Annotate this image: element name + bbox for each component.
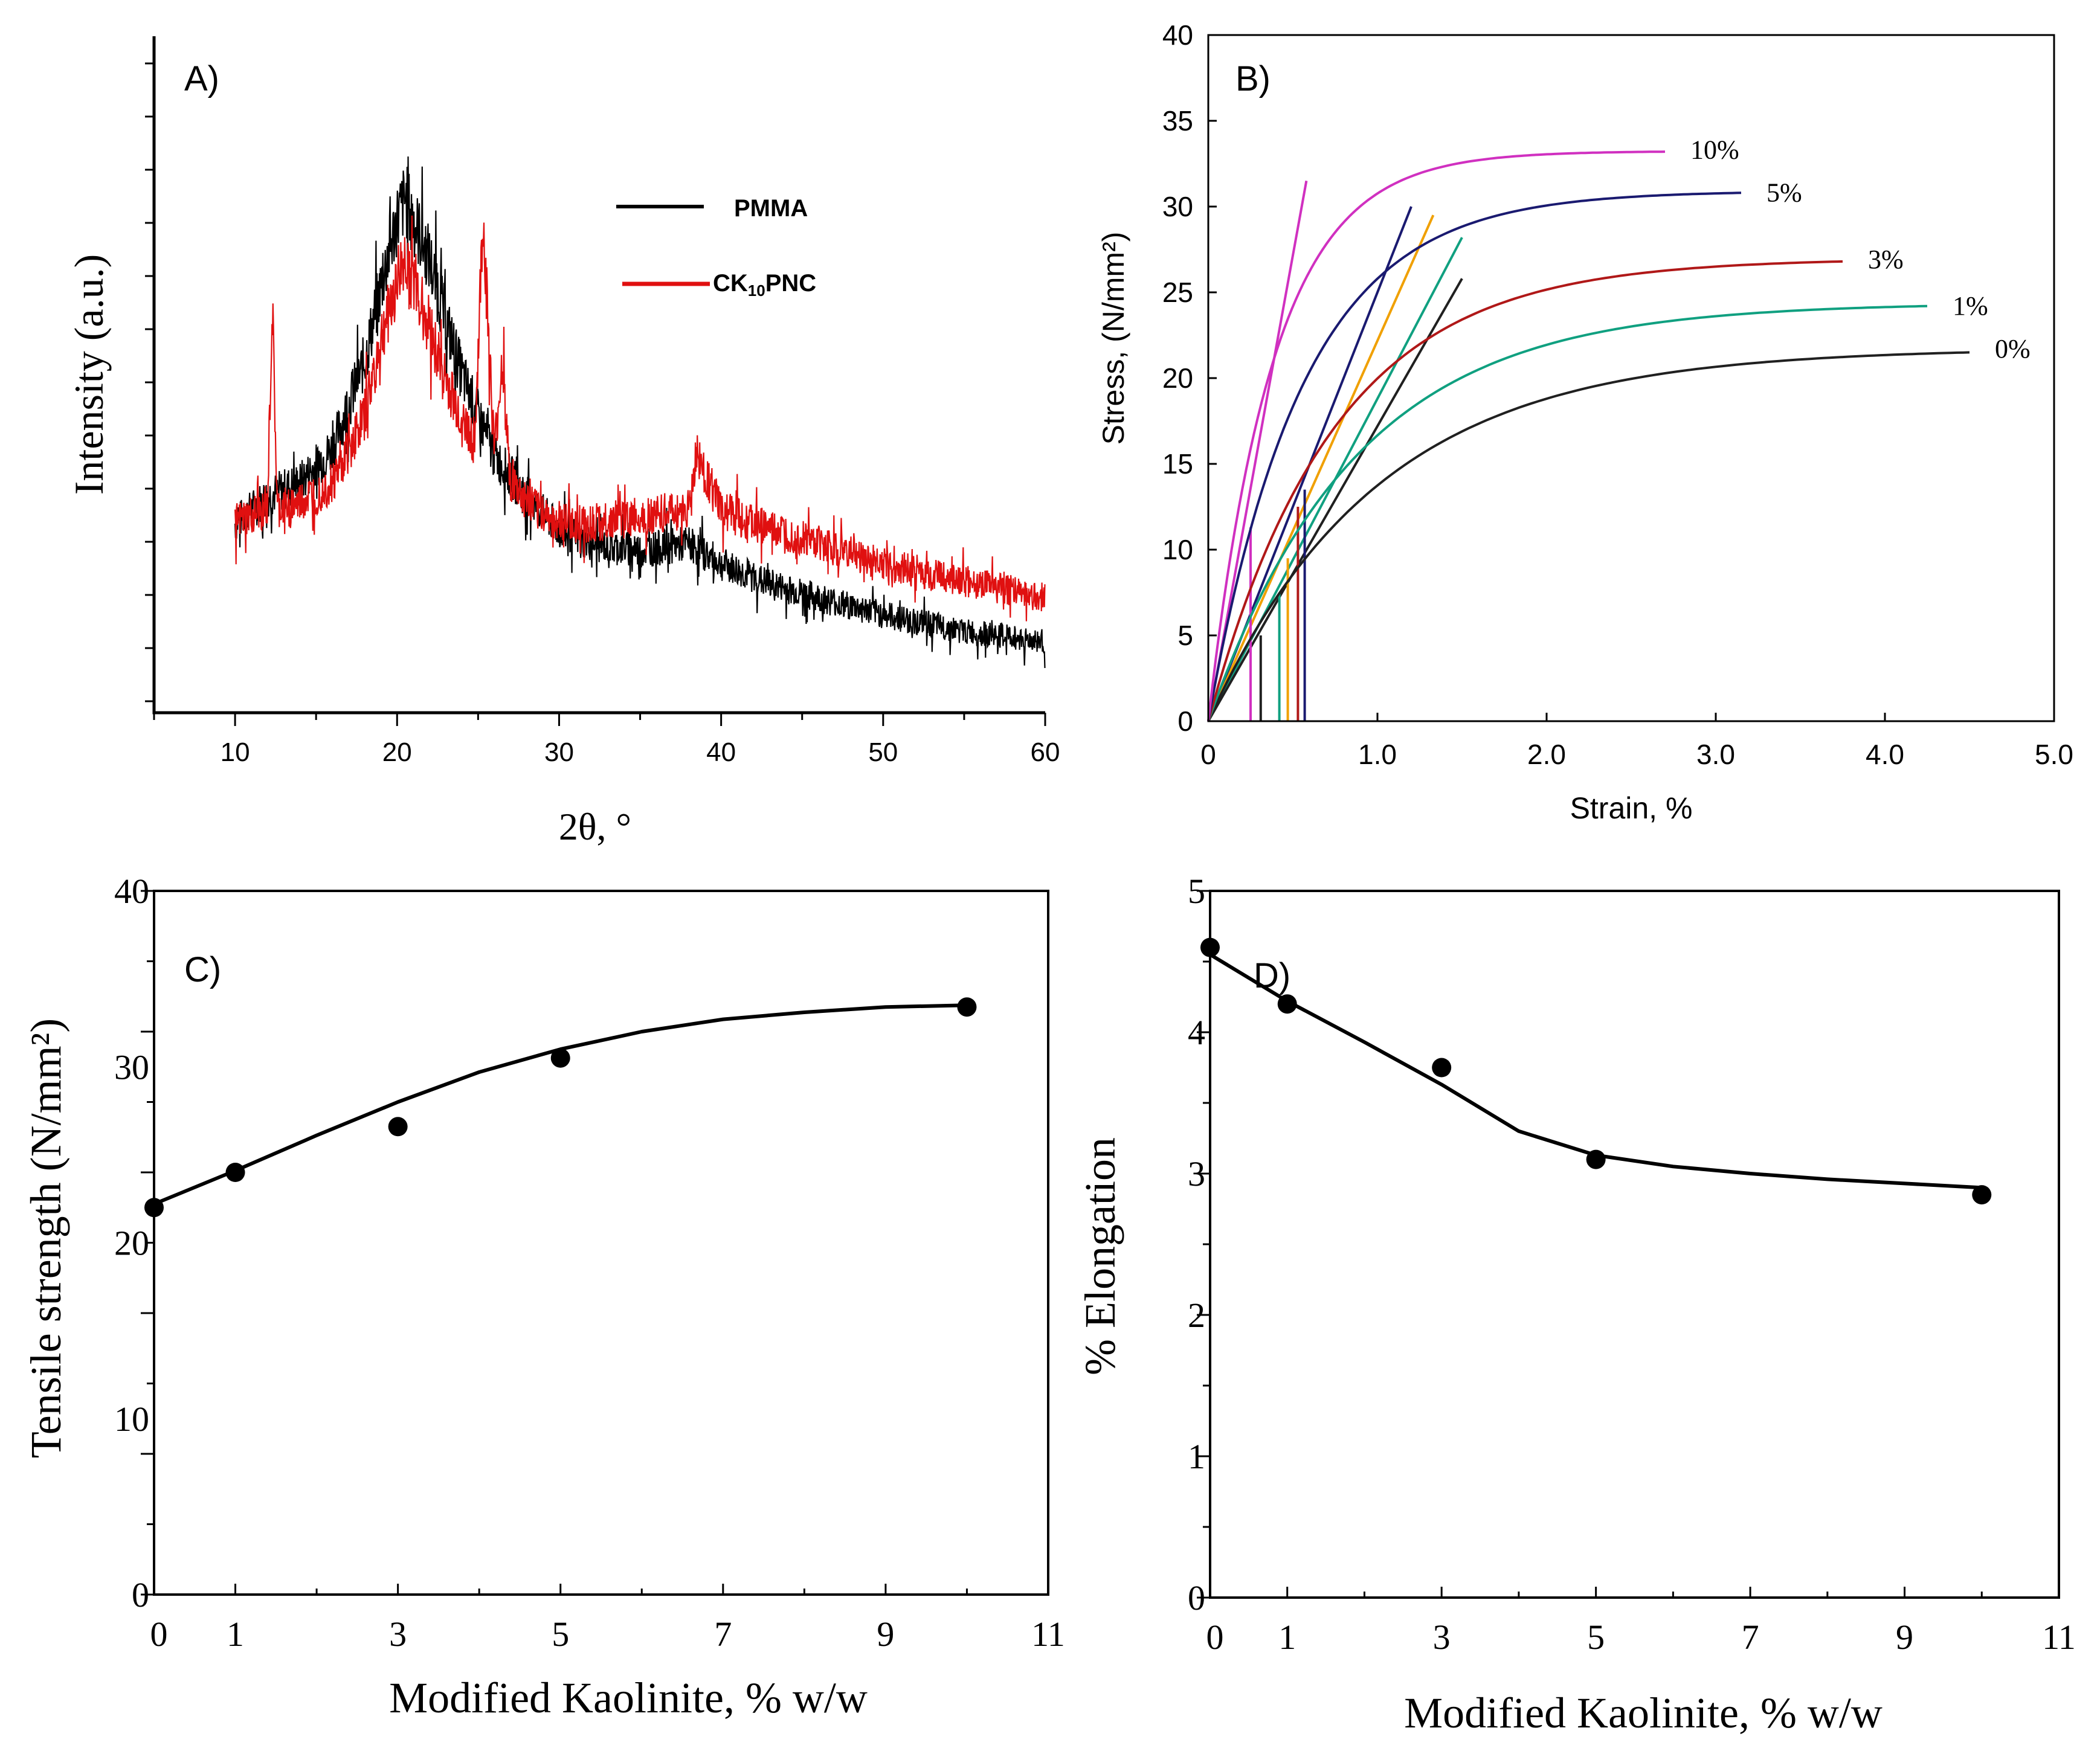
a-x-tick-label: 10	[221, 737, 250, 767]
c-y-tick-label: 30	[114, 1047, 149, 1087]
c-x-axis-label: Modified Kaolinite, % w/w	[389, 1674, 868, 1722]
a-legend: PMMA CK10PNC	[616, 195, 816, 300]
c-ticks: 0 1 3 5 7 9 11 0 10 20 30 40	[114, 872, 1065, 1654]
b-y-tick-label: 25	[1162, 277, 1193, 308]
b-x-axis-label: Strain, %	[1570, 791, 1693, 825]
a-panel-label: A)	[184, 59, 219, 98]
b-panel-label: B)	[1235, 59, 1271, 98]
c-series-layer	[144, 997, 977, 1218]
d-y-tick-label: 0	[1188, 1578, 1205, 1618]
b-x-tick-label: 5.0	[2035, 739, 2073, 770]
c-x-tick-label: 3	[389, 1614, 407, 1654]
b-y-tick-label: 5	[1177, 620, 1193, 651]
b-y-tick-label: 35	[1162, 105, 1193, 137]
a-legend-label-pmma: PMMA	[734, 195, 808, 222]
a-ticks: 10 20 30 40 50 60	[145, 62, 1060, 767]
d-x-tick-label: 3	[1433, 1618, 1451, 1657]
b-y-tick-label: 30	[1162, 191, 1193, 222]
b-curve-label-5pct: 5%	[1767, 178, 1802, 207]
panel-b: 0%1% 3% 5% 10% 0 1.0 2.0 3.0 4.0 5.0 0 5 10 15 20 25 30…	[1097, 19, 2073, 825]
b-y-tick-label: 40	[1162, 19, 1193, 51]
b-x-tick-label: 1.0	[1358, 739, 1397, 770]
b-elastic-line-2	[1207, 214, 1435, 722]
a-legend-label-pnc: CK10PNC	[713, 270, 816, 300]
c-x-tick-label: 1	[227, 1614, 244, 1654]
b-y-axis-label: Stress, (N/mm²)	[1097, 232, 1130, 445]
c-y-tick-label: 20	[114, 1224, 149, 1263]
c-panel-label: C)	[184, 950, 221, 989]
d-data-point	[1586, 1149, 1606, 1169]
c-x-tick-label: 9	[877, 1614, 894, 1654]
d-x-tick-label: 11	[2042, 1618, 2076, 1657]
d-x-tick-label: 7	[1742, 1618, 1759, 1657]
b-y-tick-label: 0	[1177, 705, 1193, 737]
d-panel-label: D)	[1254, 956, 1290, 995]
b-curve-5pct	[1207, 191, 1742, 722]
c-data-point	[957, 997, 977, 1017]
c-x-tick-label: 7	[714, 1614, 732, 1654]
panel-a: 10 20 30 40 50 60 A) 2θ, ° Intensity (a.u.) P…	[66, 36, 1060, 848]
a-series-pmma	[234, 156, 1046, 669]
b-x-tick-label: 2.0	[1527, 739, 1566, 770]
b-x-tick-label: 0	[1200, 739, 1216, 770]
a-x-tick-label: 40	[706, 737, 736, 767]
d-y-tick-label: 4	[1188, 1013, 1205, 1052]
a-x-tick-label: 20	[382, 737, 412, 767]
b-y-tick-label: 15	[1162, 448, 1193, 480]
b-curve-10pct	[1207, 150, 1666, 722]
d-y-tick-label: 2	[1188, 1296, 1205, 1335]
b-x-tick-label: 4.0	[1866, 739, 1904, 770]
d-y-axis-label: % Elongation	[1076, 1137, 1124, 1375]
c-y-tick-label: 40	[114, 872, 149, 911]
d-data-point	[1277, 994, 1297, 1014]
c-x-tick-label: 11	[1031, 1614, 1065, 1654]
d-y-tick-label: 1	[1188, 1437, 1205, 1476]
b-curve-label-10pct: 10%	[1690, 135, 1739, 164]
panel-d: 0 1 3 5 7 9 11 0 1 2 3 4 5 D) Modified Kaolinite, % …	[1076, 872, 2076, 1737]
b-curve-label-1pct: 1%	[1953, 291, 1988, 321]
c-data-point	[550, 1048, 570, 1068]
d-x-tick-label: 1	[1278, 1618, 1296, 1657]
b-curve-label-0pct: 0%	[1995, 334, 2031, 364]
panel-c: 0 1 3 5 7 9 11 0 10 20 30 40 C) Modified Kaolinite,…	[22, 872, 1065, 1722]
b-series-layer: 0%1% 3% 5% 10%	[1207, 135, 2031, 722]
d-ticks: 0 1 3 5 7 9 11 0 1 2 3 4 5	[1188, 872, 2076, 1657]
b-curve-3pct	[1207, 260, 1843, 722]
d-y-tick-label: 3	[1188, 1154, 1205, 1194]
b-y-tick-label: 20	[1162, 362, 1193, 394]
a-series-layer	[234, 156, 1046, 669]
c-x-tick-label: 0	[150, 1614, 168, 1654]
b-curve-0pct	[1207, 351, 1970, 722]
d-y-tick-label: 5	[1188, 872, 1205, 911]
a-x-tick-label: 30	[544, 737, 574, 767]
d-x-axis-label: Modified Kaolinite, % w/w	[1404, 1689, 1883, 1737]
a-line-ck10pnc	[234, 215, 1046, 622]
c-x-tick-label: 5	[552, 1614, 569, 1654]
a-x-axis-label: 2θ, °	[559, 805, 631, 848]
c-y-axis-label: Tensile strength (N/mm²)	[22, 1018, 70, 1458]
d-x-tick-label: 5	[1587, 1618, 1605, 1657]
d-x-tick-label: 9	[1896, 1618, 1913, 1657]
a-x-tick-label: 60	[1031, 737, 1060, 767]
b-x-tick-label: 3.0	[1696, 739, 1735, 770]
a-series-ck10pnc	[234, 215, 1046, 622]
c-y-tick-label: 10	[114, 1399, 149, 1439]
a-line-pmma	[234, 156, 1046, 669]
c-data-point	[225, 1163, 245, 1182]
b-curve-1pct	[1207, 304, 1928, 722]
d-data-point	[1972, 1185, 1992, 1205]
d-x-tick-label: 0	[1206, 1618, 1224, 1657]
a-y-axis-label: Intensity (a.u.)	[66, 254, 112, 495]
b-y-tick-label: 10	[1162, 534, 1193, 565]
d-data-point	[1432, 1058, 1452, 1078]
c-data-point	[388, 1117, 408, 1137]
b-curve-label-3pct: 3%	[1868, 245, 1904, 274]
a-x-tick-label: 50	[868, 737, 898, 767]
c-y-tick-label: 0	[132, 1575, 149, 1614]
b-ticks: 0 1.0 2.0 3.0 4.0 5.0 0 5 10 15 20 25 30 35 40	[1162, 19, 2073, 770]
